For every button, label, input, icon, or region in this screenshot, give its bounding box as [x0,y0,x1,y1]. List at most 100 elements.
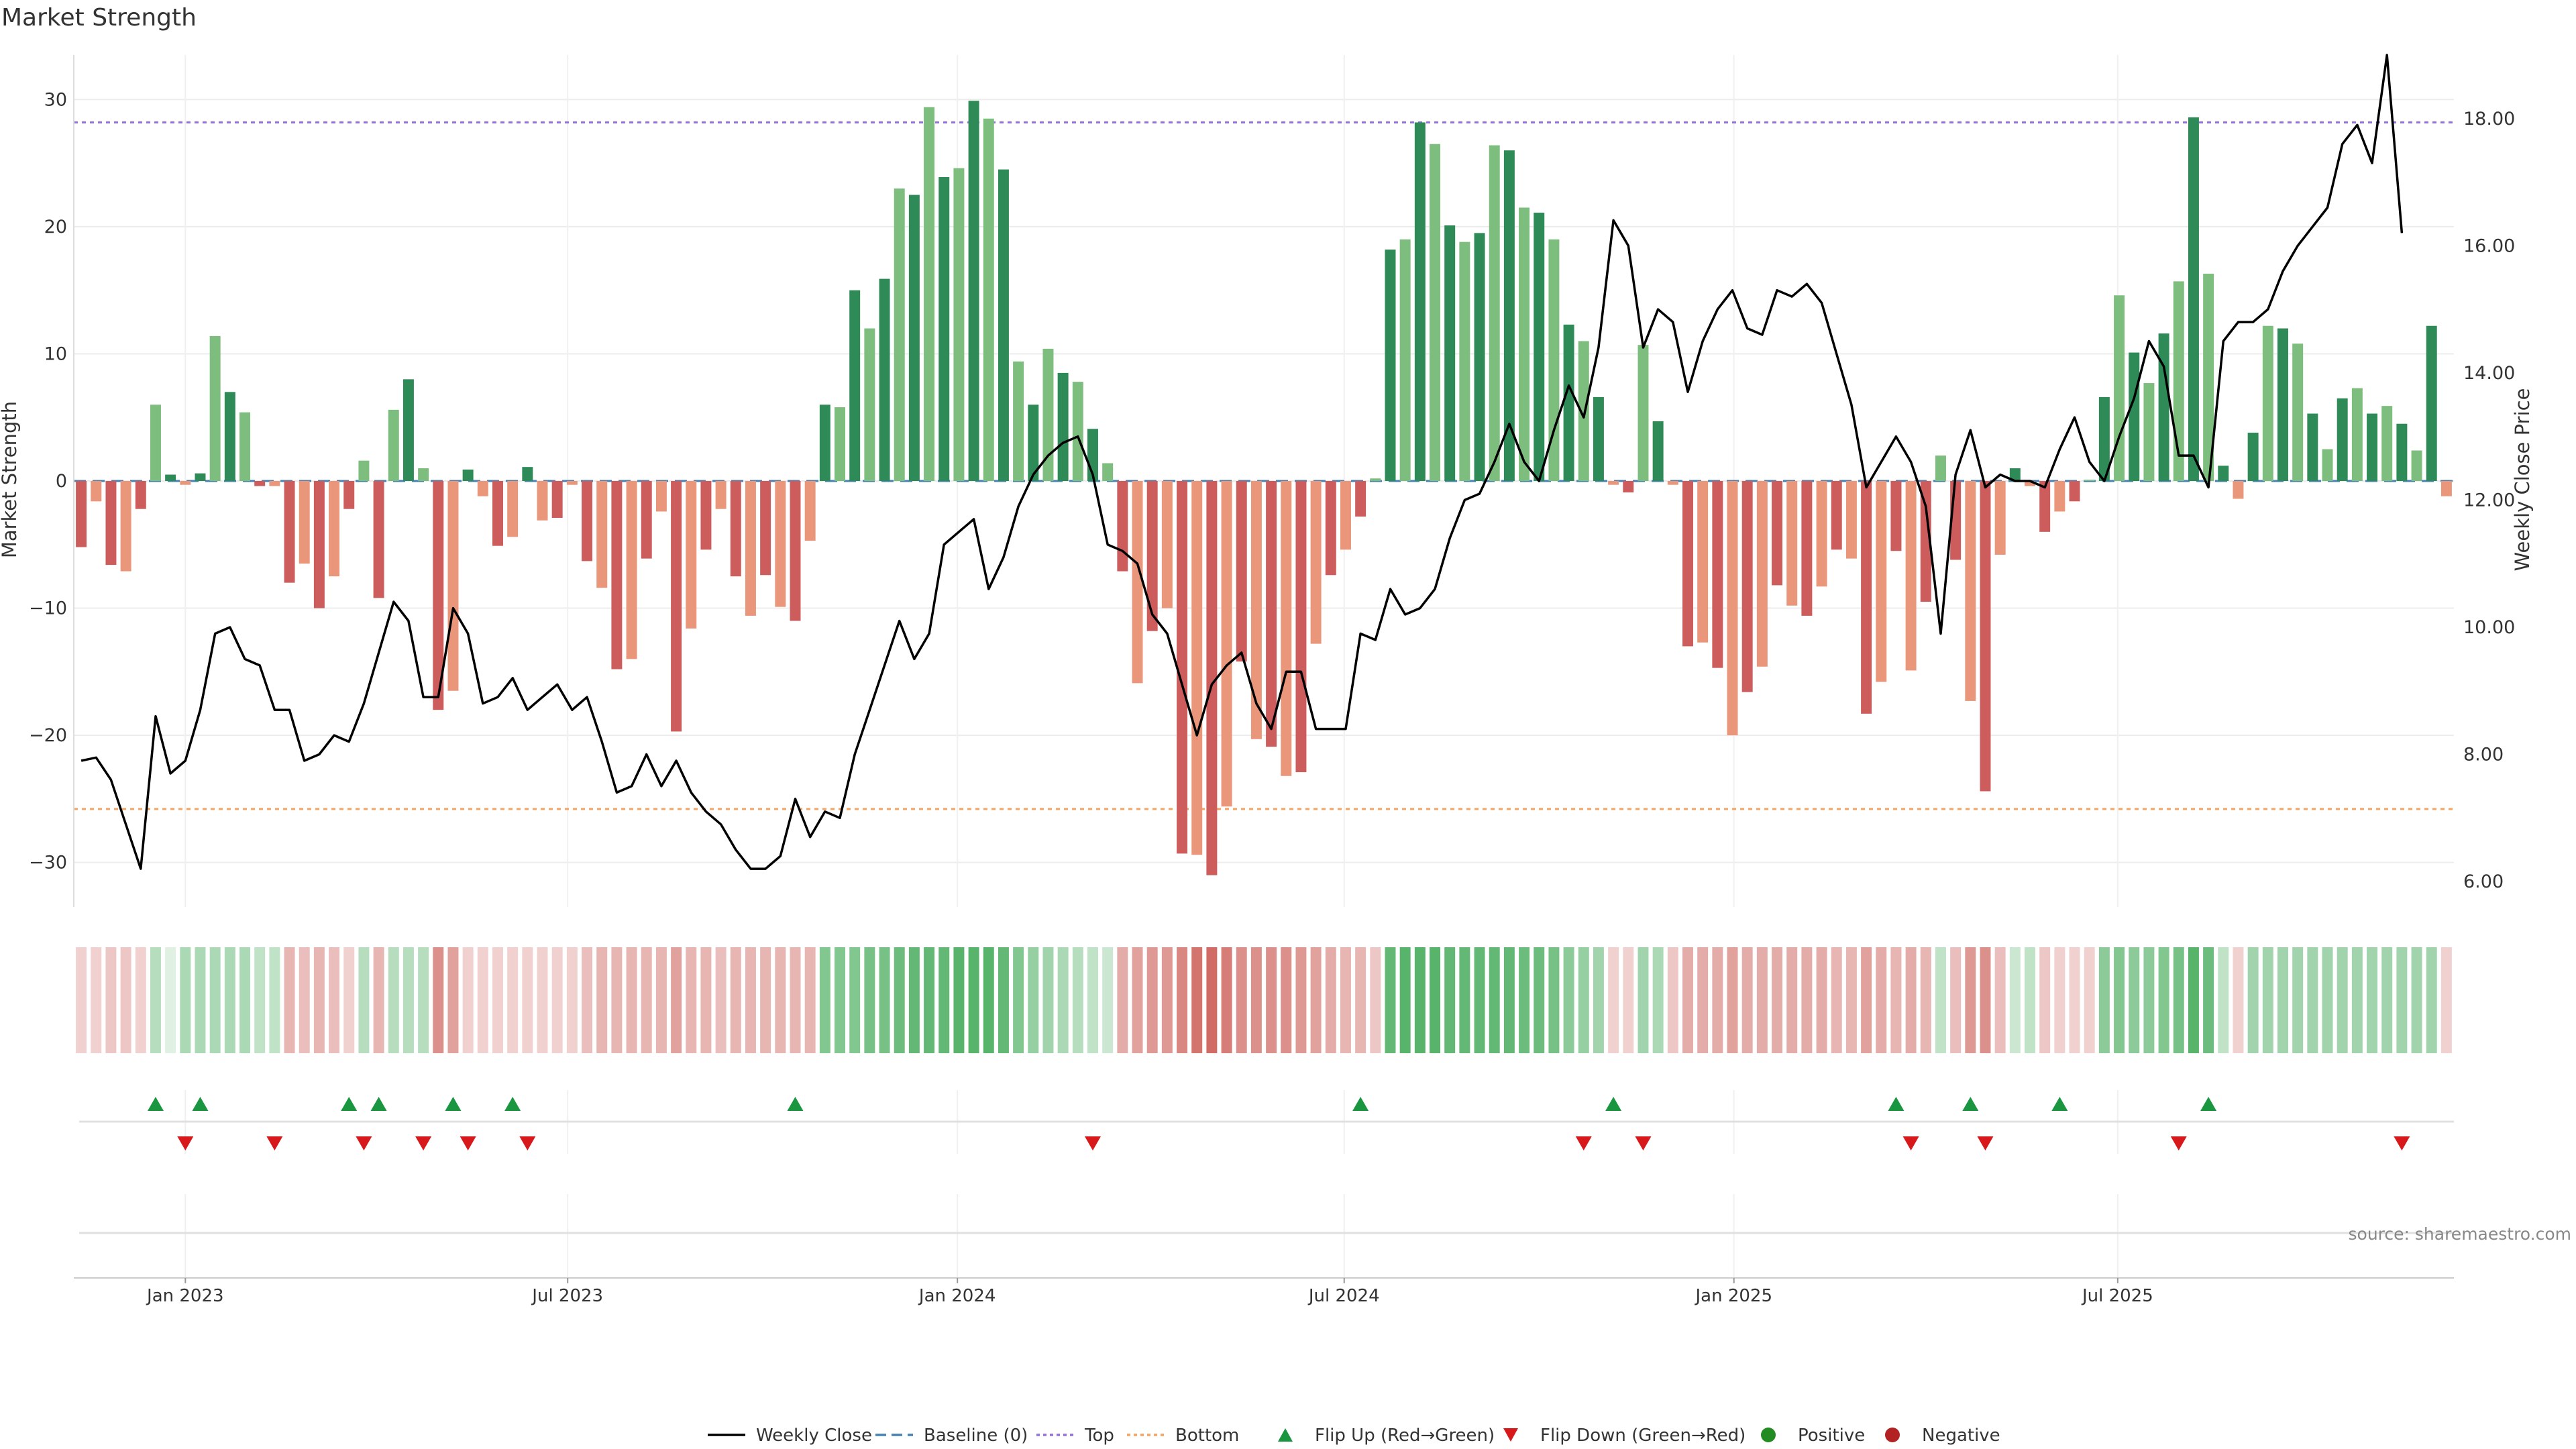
flip-down-marker [356,1136,372,1150]
heat-cell [2396,947,2408,1053]
heat-cell [686,947,697,1053]
heat-cell [507,947,519,1053]
heat-cell [2054,947,2065,1053]
strength-bar [2039,481,2051,532]
strength-bar [477,481,488,496]
strength-bar [924,107,935,481]
strength-bar [343,481,355,509]
heat-cell [1727,947,1738,1053]
heat-cell [2292,947,2304,1053]
heat-cell [849,947,861,1053]
heat-cell [671,947,682,1053]
heat-cell [2114,947,2125,1053]
strength-bar [1250,481,1262,739]
heat-cell [1206,947,1218,1053]
heat-cell [2337,947,2348,1053]
heat-cell [1191,947,1203,1053]
strength-bar [522,467,533,481]
strength-bar [1191,481,1203,855]
legend-label: Negative [1922,1426,2000,1446]
strength-bar [1146,481,1158,631]
heat-cell [1013,947,1024,1053]
heat-cell [1652,947,1664,1053]
flip-up-marker [341,1097,358,1111]
heat-cell [388,947,399,1053]
strength-bar [1161,481,1173,608]
strength-bar [760,481,771,576]
heat-cell [537,947,548,1053]
y-tick-label: 20 [44,217,67,237]
flip-down-marker [1575,1136,1592,1150]
strength-bar [1430,144,1440,481]
flip-down-marker [266,1136,283,1150]
x-tick-label: Jan 2024 [918,1286,996,1306]
strength-bar [1593,396,1604,481]
heat-cell [284,947,295,1053]
strength-bar [2158,333,2169,481]
strength-bar [2277,328,2288,481]
heat-cell [1310,947,1322,1053]
heat-cell [135,947,146,1053]
legend-label: Bottom [1175,1426,1239,1446]
strength-bar [1414,122,1426,481]
strength-bar [537,481,548,521]
flip-up-marker [370,1097,387,1111]
strength-bar [775,481,786,607]
heat-cell [1503,947,1515,1053]
heat-cell [269,947,280,1053]
strength-bar [2233,481,2244,499]
heat-cell [1980,947,1991,1053]
heat-cell [2322,947,2333,1053]
heat-cell [1861,947,1872,1053]
flip-down-marker [2170,1136,2187,1150]
heat-cell [2426,947,2437,1053]
heat-cell [299,947,310,1053]
strength-bar [120,481,131,572]
strength-bar [1727,481,1738,736]
heat-cell [700,947,712,1053]
heat-cell [2129,947,2140,1053]
heat-cell [2069,947,2080,1053]
heat-cell [239,947,250,1053]
heat-cell [76,947,87,1053]
strength-bar [879,278,890,481]
heat-cell [209,947,221,1053]
strength-bar [313,481,325,608]
heat-cell [1117,947,1128,1053]
heat-cell [983,947,994,1053]
strength-bar [1831,481,1842,550]
heat-cell [1801,947,1813,1053]
strength-bar [135,481,146,509]
strength-bar [2114,295,2125,481]
strength-bar [745,481,756,616]
strength-bar [611,481,623,669]
heat-cell [760,947,771,1053]
heat-cell [1548,947,1560,1053]
heat-cell [1563,947,1574,1053]
strength-bar [1712,481,1723,668]
strength-bar [1876,481,1887,682]
strength-bar [953,168,965,482]
flip-down-marker [415,1136,432,1150]
heat-cell [1325,947,1336,1053]
strength-bar [2188,117,2199,481]
heat-cell [1028,947,1039,1053]
strength-bar [1281,481,1292,776]
strength-bar [2203,274,2214,481]
heat-cell [864,947,875,1053]
strength-bar [1801,481,1813,616]
strength-bar [284,481,295,583]
strength-bar [1861,481,1872,714]
y-tick-label: 30 [44,89,67,110]
y2-tick-label: 14.00 [2463,363,2515,384]
strength-bar [492,481,503,546]
heat-cell [715,947,727,1053]
heat-cell [254,947,266,1053]
strength-bar [804,481,816,541]
heat-cell [1578,947,1589,1053]
heat-cell [1414,947,1426,1053]
strength-bar [641,481,652,559]
source-note: source: sharemaestro.com [2349,1224,2572,1244]
strength-bar [596,481,608,588]
strength-bar [1786,481,1798,606]
